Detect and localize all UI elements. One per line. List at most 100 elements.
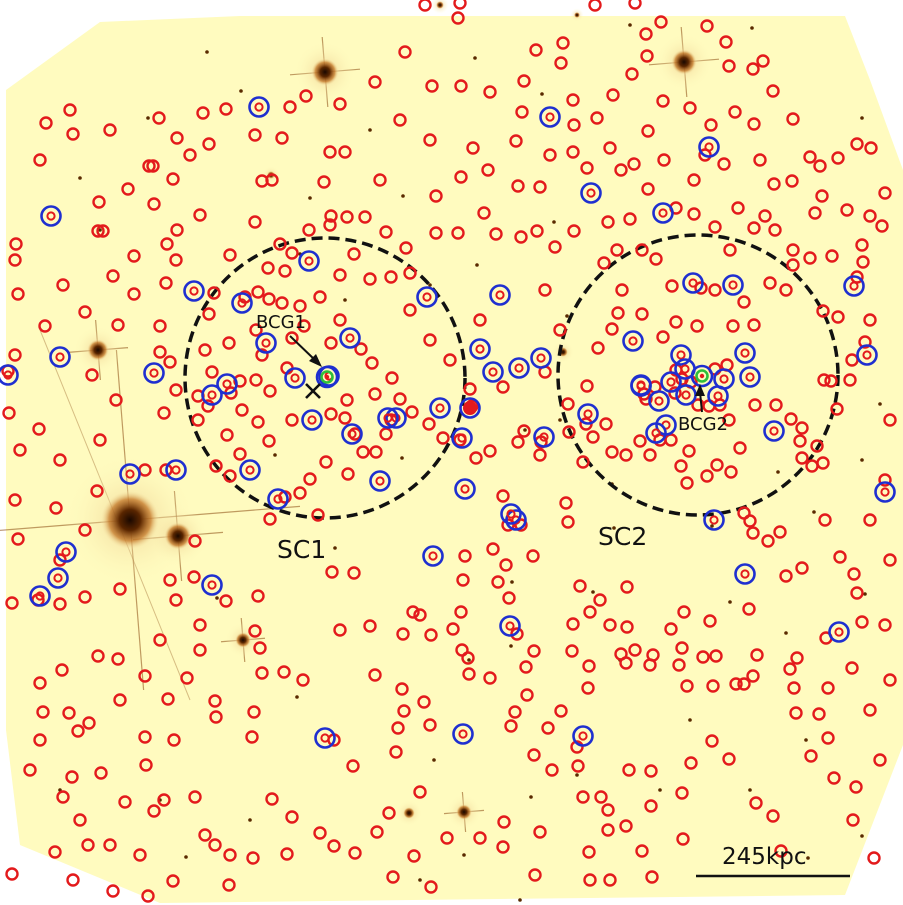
red-marker [169,383,183,397]
red-marker [319,455,333,469]
blue-marker [539,106,561,128]
blue-marker [499,615,521,637]
red-marker [728,105,742,119]
blue-marker-core [435,403,445,413]
red-marker [883,553,897,567]
blue-marker [763,420,785,442]
red-marker [583,605,597,619]
red-marker [543,148,557,162]
red-marker [635,844,649,858]
red-marker [795,561,809,575]
red-marker [453,0,467,10]
blue-marker [298,250,320,272]
red-marker [193,618,207,632]
blue-marker [648,390,670,412]
red-marker [817,373,831,387]
red-marker [325,565,339,579]
red-marker [687,173,701,187]
red-marker [545,763,559,777]
red-marker [8,493,22,507]
red-marker [867,851,881,865]
blue-marker-core [740,348,750,358]
red-marker [779,569,793,583]
red-marker [338,145,352,159]
red-marker [622,763,636,777]
red-marker [643,658,657,672]
red-marker [261,261,275,275]
red-marker [283,100,297,114]
red-marker [466,141,480,155]
red-marker [403,303,417,317]
red-marker [11,287,25,301]
faint-source [728,600,732,604]
red-marker [816,456,830,470]
faint-source [812,510,816,514]
red-marker [517,424,531,438]
red-marker [675,641,689,655]
red-marker [615,283,629,297]
red-marker [601,823,615,837]
red-marker [368,668,382,682]
red-marker [554,704,568,718]
red-marker [573,579,587,593]
red-marker [94,766,108,780]
blue-marker [454,478,476,500]
blue-marker-core [61,547,71,557]
red-marker [340,210,354,224]
red-marker [170,223,184,237]
blue-marker-core [457,433,467,443]
red-marker [789,706,803,720]
red-marker [382,806,396,820]
blue-marker-core [207,390,217,400]
faint-source [184,855,188,859]
red-marker [423,133,437,147]
red-marker [418,0,432,12]
red-marker [187,570,201,584]
blue-marker-core [53,573,63,583]
red-marker [78,523,92,537]
red-marker [664,622,678,636]
red-marker [779,283,793,297]
red-marker [737,677,751,691]
red-marker [247,705,261,719]
red-marker [446,622,460,636]
red-marker [750,648,764,662]
red-marker [582,659,596,673]
red-marker [285,413,299,427]
blue-marker [734,563,756,585]
red-marker [317,175,331,189]
red-marker [391,721,405,735]
blue-marker [645,422,667,444]
blue-marker-core [245,465,255,475]
faint-source [575,773,579,777]
red-marker [82,716,96,730]
red-marker [808,206,822,220]
blue-marker-core [506,509,516,519]
red-marker [825,249,839,263]
red-marker [601,215,615,229]
red-marker [863,703,877,717]
red-marker [198,828,212,842]
blue-marker [341,423,363,445]
red-marker [8,348,22,362]
blue-marker [216,373,238,395]
red-marker [363,619,377,633]
blue-marker [530,347,552,369]
red-marker [346,759,360,773]
blue-marker-core [849,281,859,291]
red-marker [275,296,289,310]
red-marker [313,826,327,840]
blue-marker [500,503,522,525]
blue-marker-core [505,621,515,631]
red-marker [263,512,277,526]
red-marker [285,246,299,260]
star [235,632,251,648]
red-marker [356,445,370,459]
red-marker [163,573,177,587]
red-marker [520,688,534,702]
red-marker [424,880,438,894]
faint-source [509,644,513,648]
blue-marker-core [769,426,779,436]
blue-marker-core [862,350,872,360]
red-marker [33,676,47,690]
